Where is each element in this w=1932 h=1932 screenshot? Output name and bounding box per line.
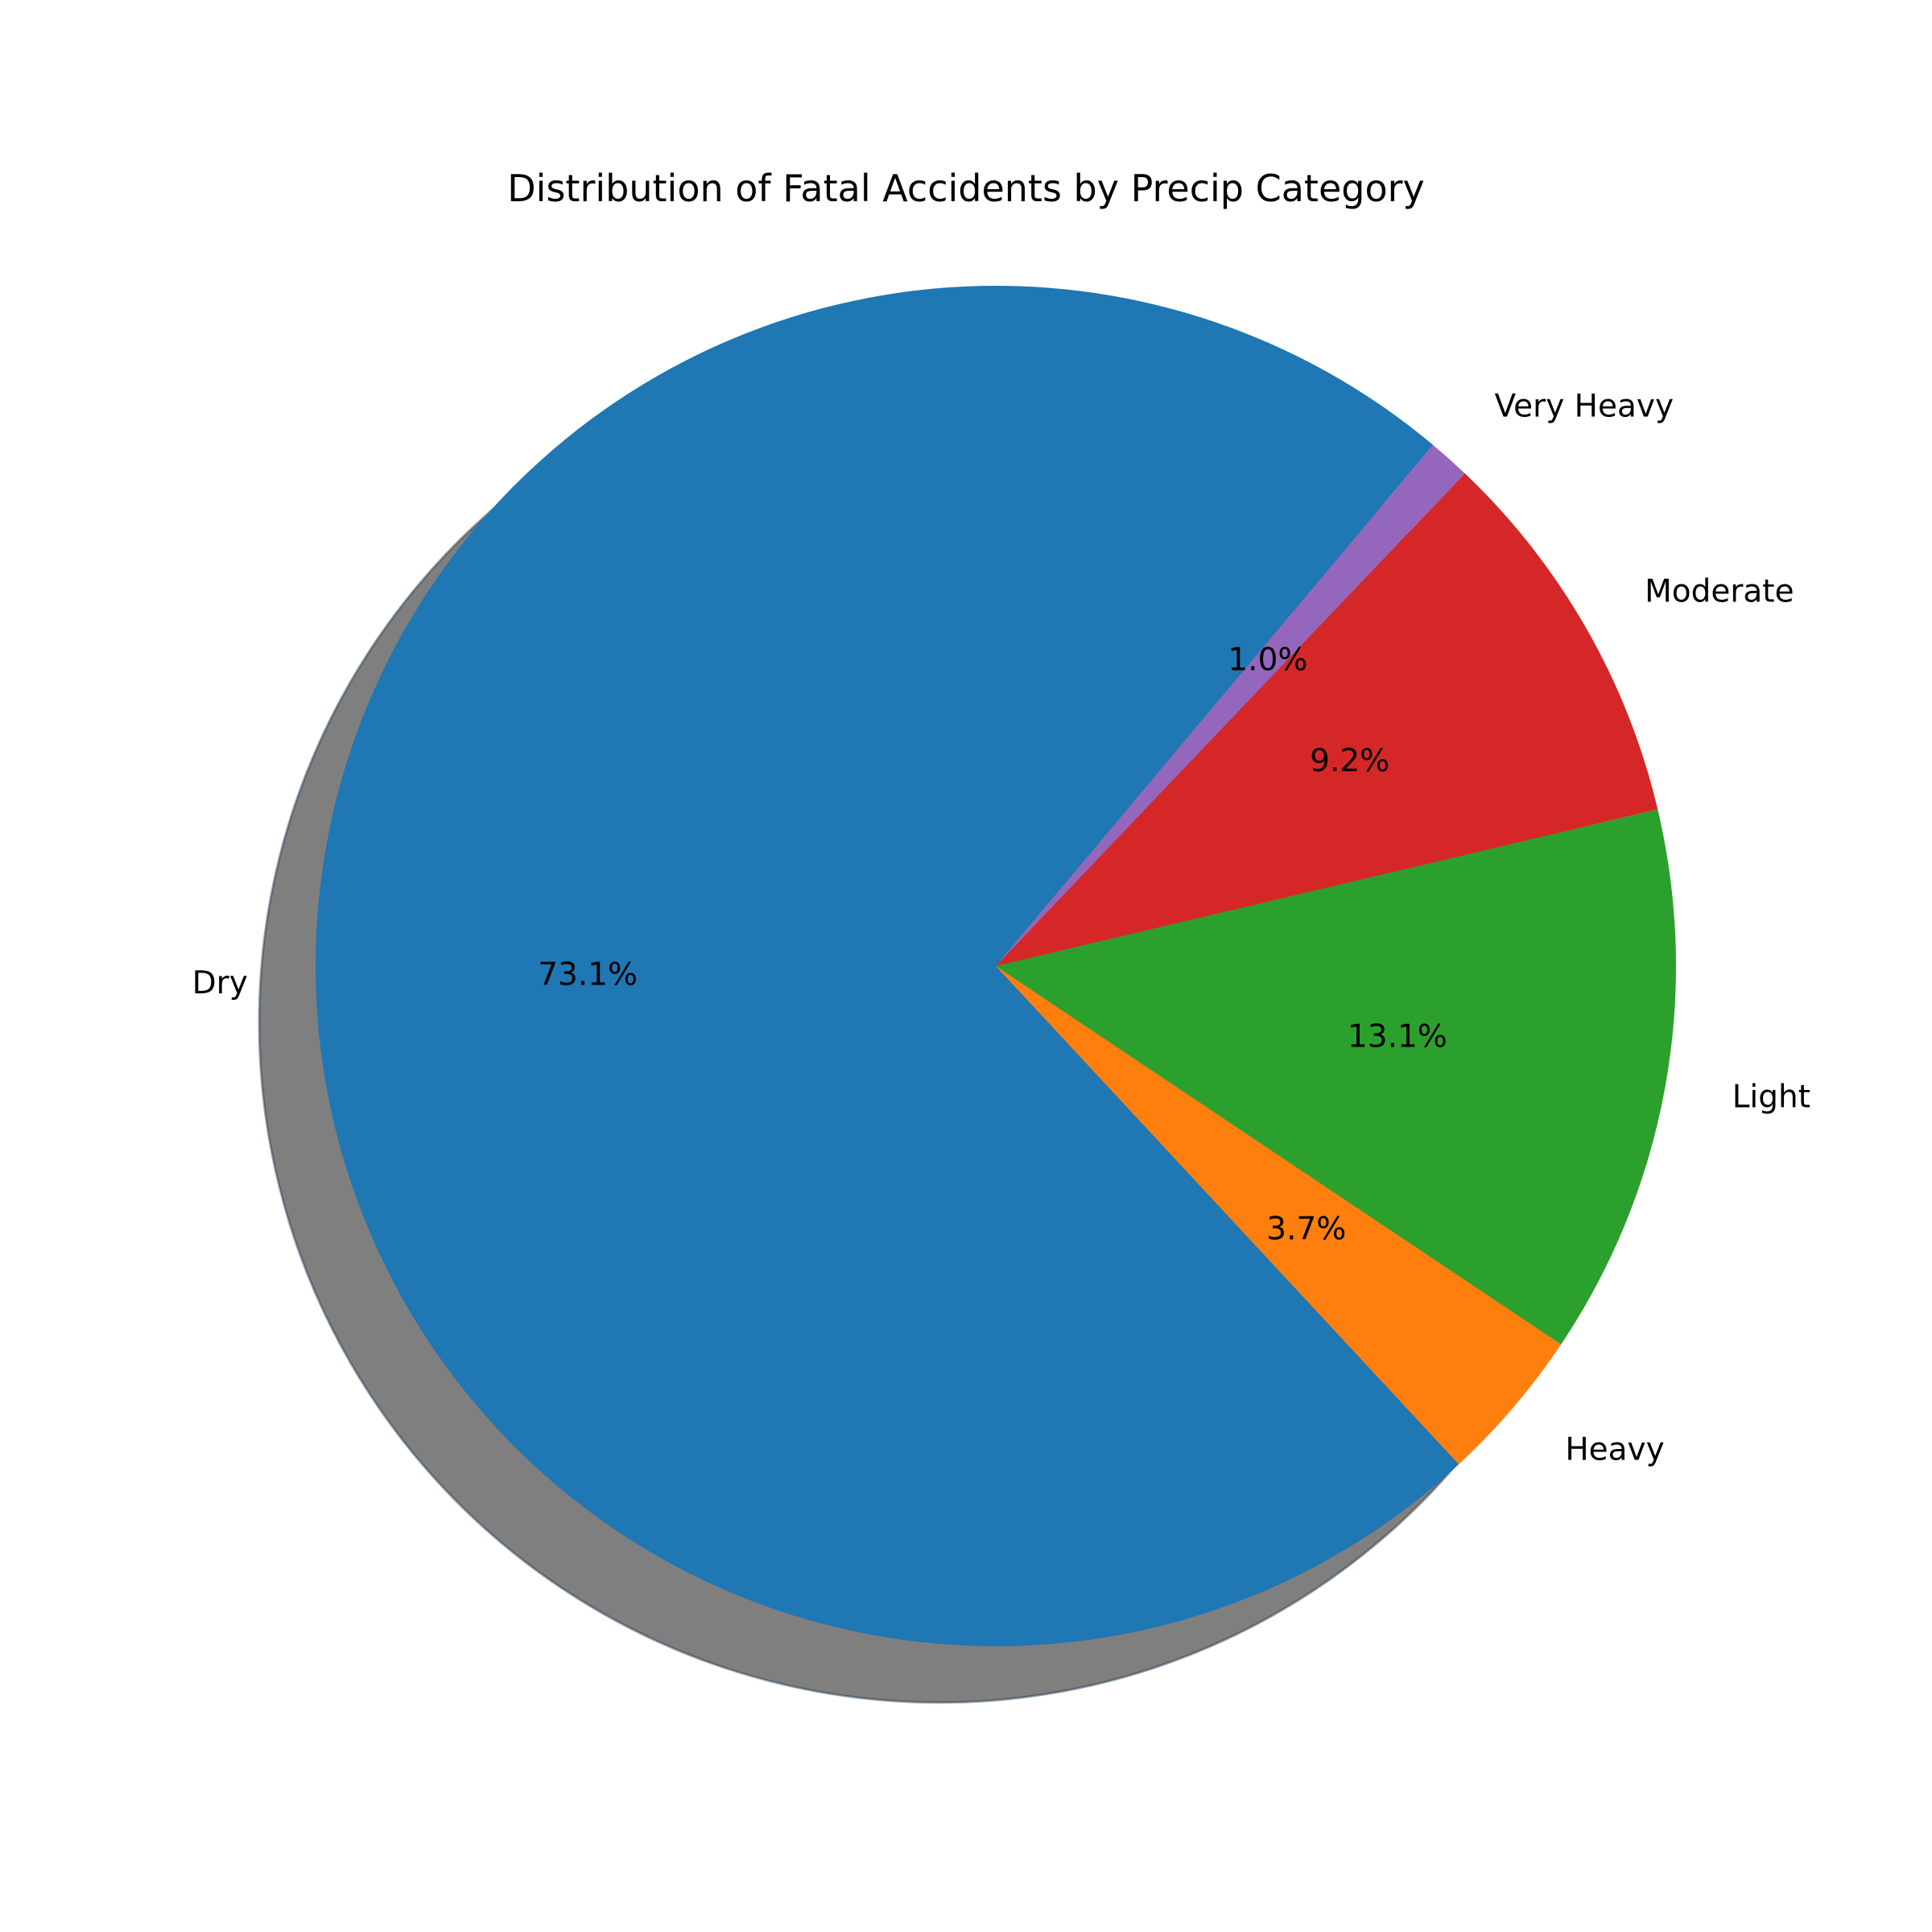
pie-slices [315, 286, 1676, 1647]
pie-labels: Dry 73.1% Heavy 3.7% Light 13.1% Moderate 9.2% V… [192, 389, 1810, 1468]
slice-label-very-heavy: Very Heavy [1495, 389, 1674, 425]
slice-label-light: Light [1732, 1080, 1810, 1116]
pct-label-very-heavy: 1.0% [1228, 642, 1307, 679]
pct-label-moderate: 9.2% [1310, 743, 1389, 779]
pct-label-heavy: 3.7% [1266, 1211, 1346, 1247]
slice-label-dry: Dry [192, 965, 248, 1001]
chart-title: Distribution of Fatal Accidents by Preci… [507, 167, 1425, 210]
pct-label-light: 13.1% [1348, 1019, 1447, 1055]
pct-label-dry: 73.1% [538, 956, 638, 993]
pie-slice-dry [315, 286, 1459, 1647]
slice-label-heavy: Heavy [1565, 1432, 1664, 1468]
pie-slice-light [996, 809, 1676, 1345]
slice-label-moderate: Moderate [1645, 574, 1794, 610]
pie-slice-moderate [996, 473, 1658, 966]
pie-slice-heavy [996, 966, 1562, 1465]
pie-slice-very-heavy [996, 444, 1465, 966]
